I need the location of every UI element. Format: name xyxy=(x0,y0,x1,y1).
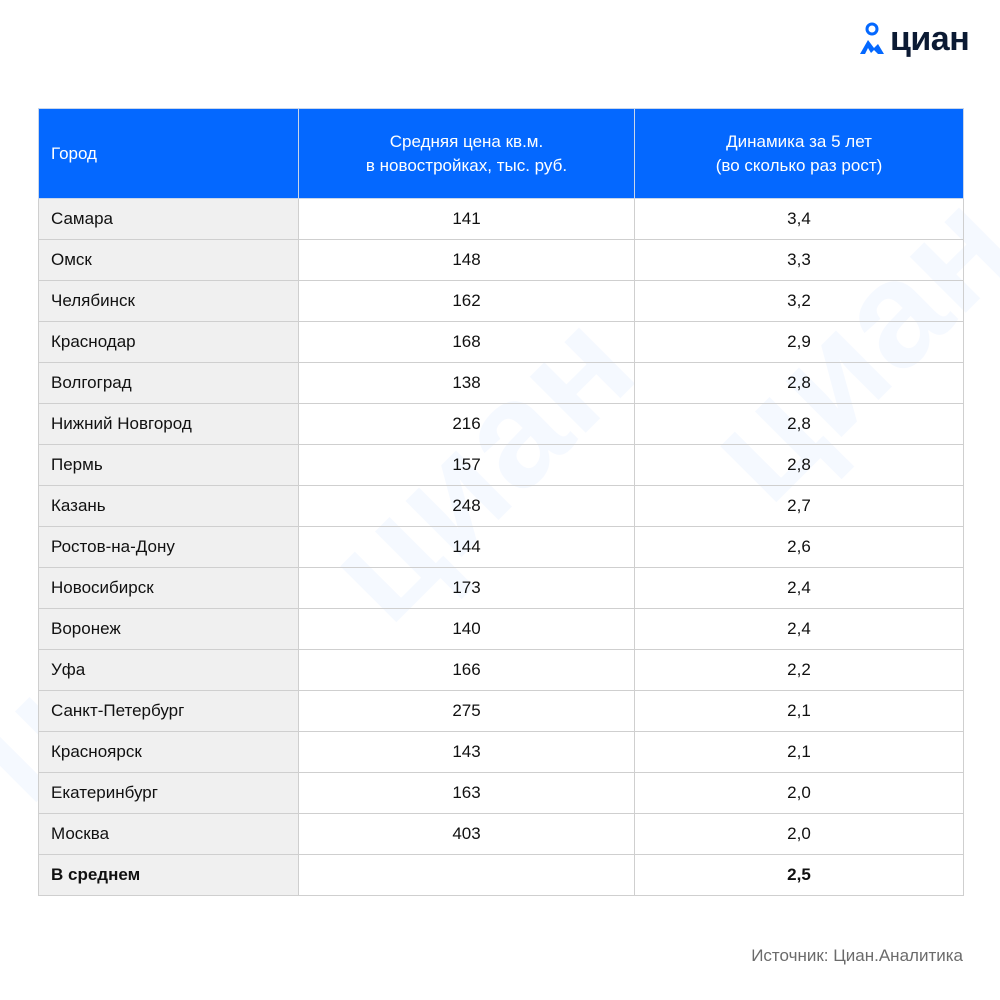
growth-cell: 2,1 xyxy=(634,690,964,732)
growth-cell: 3,3 xyxy=(634,239,964,281)
city-cell: Пермь xyxy=(38,444,299,486)
header-city: Город xyxy=(38,108,299,199)
price-cell: 248 xyxy=(298,485,635,527)
city-cell: Ростов-на-Дону xyxy=(38,526,299,568)
growth-cell: 3,2 xyxy=(634,280,964,322)
city-cell: Челябинск xyxy=(38,280,299,322)
price-cell: 144 xyxy=(298,526,635,568)
price-cell: 403 xyxy=(298,813,635,855)
price-cell: 148 xyxy=(298,239,635,281)
city-cell: Нижний Новгород xyxy=(38,403,299,445)
price-table: Город Средняя цена кв.м. в новостройках,… xyxy=(38,108,964,896)
average-row: В среднем 2,5 xyxy=(38,854,964,896)
table-row: Москва 403 2,0 xyxy=(38,813,964,855)
growth-cell: 2,0 xyxy=(634,772,964,814)
city-cell: Уфа xyxy=(38,649,299,691)
price-cell: 162 xyxy=(298,280,635,322)
table-row: Казань 248 2,7 xyxy=(38,485,964,527)
growth-cell: 2,8 xyxy=(634,362,964,404)
price-cell: 166 xyxy=(298,649,635,691)
table-row: Красноярск 143 2,1 xyxy=(38,731,964,773)
city-cell: Самара xyxy=(38,198,299,240)
city-cell: Казань xyxy=(38,485,299,527)
table-row: Самара 141 3,4 xyxy=(38,198,964,240)
price-cell xyxy=(298,854,635,896)
city-cell: Воронеж xyxy=(38,608,299,650)
city-cell: Омск xyxy=(38,239,299,281)
table-row: Челябинск 162 3,2 xyxy=(38,280,964,322)
location-pin-icon xyxy=(860,22,884,54)
price-cell: 163 xyxy=(298,772,635,814)
growth-cell: 2,8 xyxy=(634,403,964,445)
growth-cell: 2,6 xyxy=(634,526,964,568)
header-price: Средняя цена кв.м. в новостройках, тыс. … xyxy=(298,108,635,199)
cian-logo: циан xyxy=(858,20,970,58)
city-cell: Екатеринбург xyxy=(38,772,299,814)
city-cell: В среднем xyxy=(38,854,299,896)
table-row: Пермь 157 2,8 xyxy=(38,444,964,486)
price-cell: 168 xyxy=(298,321,635,363)
table-row: Уфа 166 2,2 xyxy=(38,649,964,691)
growth-cell: 2,1 xyxy=(634,731,964,773)
source-note: Источник: Циан.Аналитика xyxy=(751,946,963,965)
city-cell: Москва xyxy=(38,813,299,855)
logo-text: циан xyxy=(890,20,970,58)
header-growth: Динамика за 5 лет (во сколько раз рост) xyxy=(634,108,964,199)
price-cell: 157 xyxy=(298,444,635,486)
table-row: Санкт-Петербург 275 2,1 xyxy=(38,690,964,732)
growth-cell: 2,8 xyxy=(634,444,964,486)
price-cell: 140 xyxy=(298,608,635,650)
table-header-row: Город Средняя цена кв.м. в новостройках,… xyxy=(38,108,964,199)
growth-cell: 3,4 xyxy=(634,198,964,240)
table-row: Волгоград 138 2,8 xyxy=(38,362,964,404)
price-cell: 141 xyxy=(298,198,635,240)
growth-cell: 2,7 xyxy=(634,485,964,527)
table-row: Краснодар 168 2,9 xyxy=(38,321,964,363)
price-cell: 138 xyxy=(298,362,635,404)
city-cell: Новосибирск xyxy=(38,567,299,609)
price-cell: 173 xyxy=(298,567,635,609)
table-row: Нижний Новгород 216 2,8 xyxy=(38,403,964,445)
table-row: Омск 148 3,3 xyxy=(38,239,964,281)
growth-cell: 2,9 xyxy=(634,321,964,363)
city-cell: Санкт-Петербург xyxy=(38,690,299,732)
growth-cell: 2,5 xyxy=(634,854,964,896)
growth-cell: 2,4 xyxy=(634,567,964,609)
price-cell: 216 xyxy=(298,403,635,445)
city-cell: Волгоград xyxy=(38,362,299,404)
growth-cell: 2,0 xyxy=(634,813,964,855)
price-cell: 143 xyxy=(298,731,635,773)
growth-cell: 2,2 xyxy=(634,649,964,691)
table-row: Екатеринбург 163 2,0 xyxy=(38,772,964,814)
city-cell: Красноярск xyxy=(38,731,299,773)
price-cell: 275 xyxy=(298,690,635,732)
city-cell: Краснодар xyxy=(38,321,299,363)
table-row: Воронеж 140 2,4 xyxy=(38,608,964,650)
growth-cell: 2,4 xyxy=(634,608,964,650)
table-row: Ростов-на-Дону 144 2,6 xyxy=(38,526,964,568)
table-row: Новосибирск 173 2,4 xyxy=(38,567,964,609)
